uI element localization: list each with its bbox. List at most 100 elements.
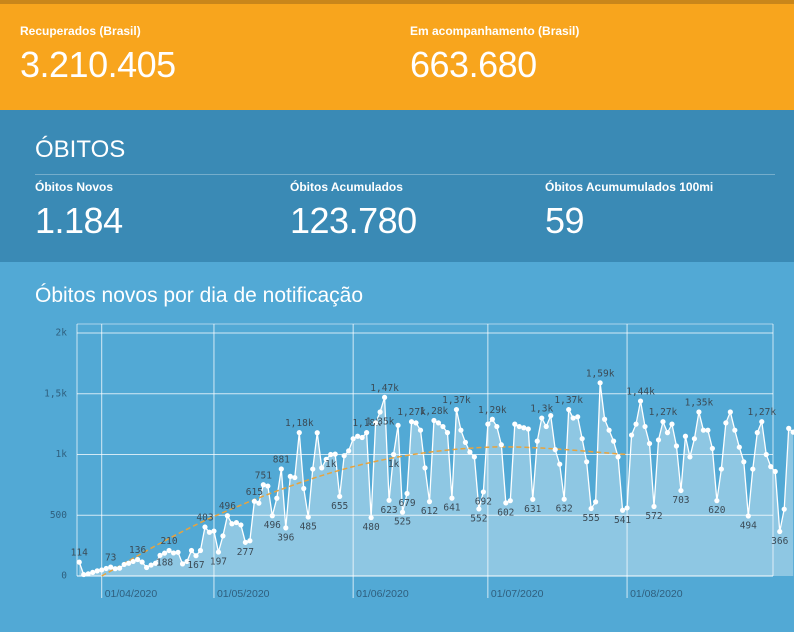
x-tick-label: 01/06/2020: [356, 588, 409, 600]
data-label: 1,35k: [685, 397, 714, 408]
data-point: [642, 423, 648, 430]
data-label: 1,27k: [649, 407, 678, 418]
data-point: [781, 506, 787, 512]
data-point: [229, 521, 235, 527]
data-point: [494, 423, 500, 430]
data-point: [193, 553, 199, 559]
data-label: 620: [708, 505, 725, 516]
data-point: [126, 560, 132, 566]
data-point: [584, 459, 590, 465]
obitos-band: ÓBITOS Óbitos Novos 1.184 Óbitos Acumula…: [0, 110, 794, 262]
kpi: Óbitos Acumulados 123.780: [290, 180, 417, 242]
data-label: 1,28k: [420, 406, 449, 417]
data-point: [157, 552, 163, 558]
data-point: [745, 513, 751, 519]
data-point: [709, 445, 715, 452]
data-point: [512, 421, 518, 427]
data-point: [144, 564, 150, 571]
kpi-label: Óbitos Acumumulados 100mi: [545, 180, 714, 194]
kpi: Em acompanhamento (Brasil) 663.680: [410, 24, 579, 86]
kpi-value: 3.210.405: [20, 44, 176, 85]
data-point: [215, 549, 222, 555]
data-label: 167: [187, 560, 204, 571]
summary-band: Recuperados (Brasil) 3.210.405 Em acompa…: [0, 0, 794, 110]
data-point: [548, 413, 554, 419]
data-point: [364, 430, 370, 436]
data-label: 1,59k: [586, 368, 615, 379]
data-label: 703: [672, 495, 689, 506]
data-label: 555: [583, 513, 600, 524]
data-point: [310, 466, 316, 472]
data-point: [763, 451, 769, 458]
data-point: [534, 438, 540, 444]
data-label: 679: [398, 498, 415, 509]
data-point: [736, 444, 742, 450]
data-point: [188, 547, 195, 554]
data-point: [440, 423, 446, 430]
data-point: [404, 490, 410, 497]
data-point: [332, 451, 338, 457]
data-point: [220, 533, 226, 539]
data-point: [646, 440, 653, 447]
y-tick-label: 1,5k: [44, 388, 67, 399]
y-tick-label: 1k: [56, 449, 68, 460]
data-point: [503, 500, 509, 506]
data-label: 552: [470, 513, 487, 524]
data-point: [238, 522, 244, 528]
data-point: [687, 454, 693, 460]
data-point: [269, 513, 275, 519]
data-point: [759, 419, 765, 425]
data-point: [593, 499, 599, 505]
data-point: [669, 421, 675, 427]
data-point: [206, 529, 213, 535]
data-point: [81, 571, 87, 578]
data-point: [561, 496, 567, 502]
data-label: 73: [105, 553, 116, 564]
data-label: 655: [331, 501, 348, 512]
data-point: [76, 559, 82, 565]
data-label: 277: [237, 547, 254, 558]
data-point: [673, 443, 680, 449]
data-point: [170, 550, 177, 556]
kpi-value: 59: [545, 200, 585, 241]
data-label: 366: [771, 536, 788, 547]
data-label: 541: [614, 515, 631, 526]
data-point: [453, 406, 460, 413]
data-point: [323, 456, 329, 462]
data-point: [741, 459, 747, 465]
x-tick-label: 01/04/2020: [105, 588, 158, 600]
data-label: 136: [129, 545, 146, 556]
data-point: [301, 485, 307, 492]
data-point: [471, 454, 477, 460]
data-point: [242, 539, 248, 545]
data-point: [768, 464, 774, 470]
data-point: [184, 558, 190, 565]
data-label: 632: [556, 504, 573, 515]
data-point: [723, 420, 729, 426]
data-point: [152, 560, 159, 566]
data-point: [664, 430, 671, 436]
data-label: 641: [443, 503, 460, 514]
data-point: [691, 436, 698, 442]
data-point: [431, 417, 437, 424]
data-point: [211, 528, 217, 534]
data-point: [319, 465, 325, 471]
data-label: 615: [246, 487, 263, 498]
data-label: 197: [210, 557, 227, 568]
data-point: [570, 415, 576, 421]
kpi-label: Recuperados (Brasil): [20, 24, 141, 38]
data-point: [660, 419, 666, 425]
data-label: 1,18k: [285, 418, 314, 429]
data-point: [633, 421, 639, 427]
trend-line: [101, 446, 628, 577]
data-point: [624, 505, 630, 511]
data-point: [426, 499, 433, 505]
data-point: [489, 416, 495, 422]
data-point: [386, 497, 392, 503]
x-tick-label: 01/05/2020: [217, 588, 270, 600]
data-point: [314, 430, 320, 436]
data-point: [579, 436, 585, 442]
data-point: [224, 513, 231, 519]
data-point: [682, 433, 689, 439]
